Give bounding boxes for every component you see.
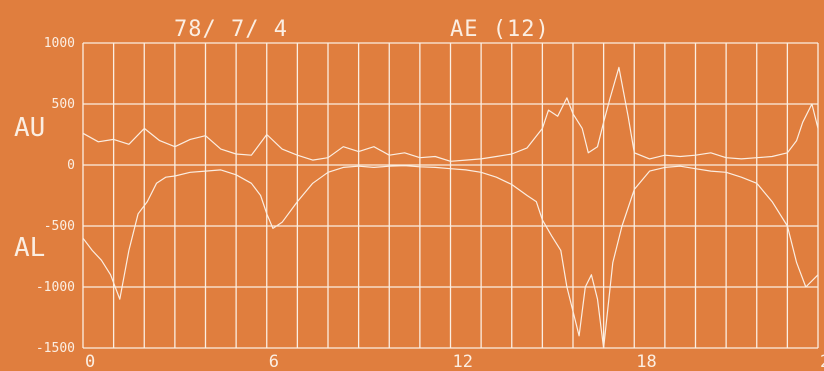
series-line-al xyxy=(82,165,819,349)
y-tick-label: -500 xyxy=(44,219,75,234)
chart-series xyxy=(82,66,819,349)
y-tick-label: 1000 xyxy=(44,36,75,51)
upper-series-label: AU xyxy=(14,113,45,143)
x-tick-label: 0 xyxy=(85,352,95,371)
x-axis-ticks: 0 6 12 18 24 xyxy=(85,352,824,371)
x-tick-label: 24 xyxy=(820,352,824,371)
y-tick-label: 500 xyxy=(52,97,75,112)
chart-grid xyxy=(82,42,819,349)
y-tick-label: -1000 xyxy=(36,280,75,295)
x-tick-label: 6 xyxy=(269,352,279,371)
y-axis-ticks: 1000 500 0 -500 -1000 -1500 xyxy=(36,36,75,356)
chart-title: AE (12) xyxy=(450,17,550,42)
lower-series-label: AL xyxy=(14,233,45,263)
series-line-au xyxy=(82,66,819,162)
y-tick-label: 0 xyxy=(67,158,75,173)
x-tick-label: 18 xyxy=(636,352,656,371)
x-tick-label: 12 xyxy=(453,352,473,371)
chart-date: 78/ 7/ 4 xyxy=(174,17,288,42)
y-tick-label: -1500 xyxy=(36,341,75,356)
